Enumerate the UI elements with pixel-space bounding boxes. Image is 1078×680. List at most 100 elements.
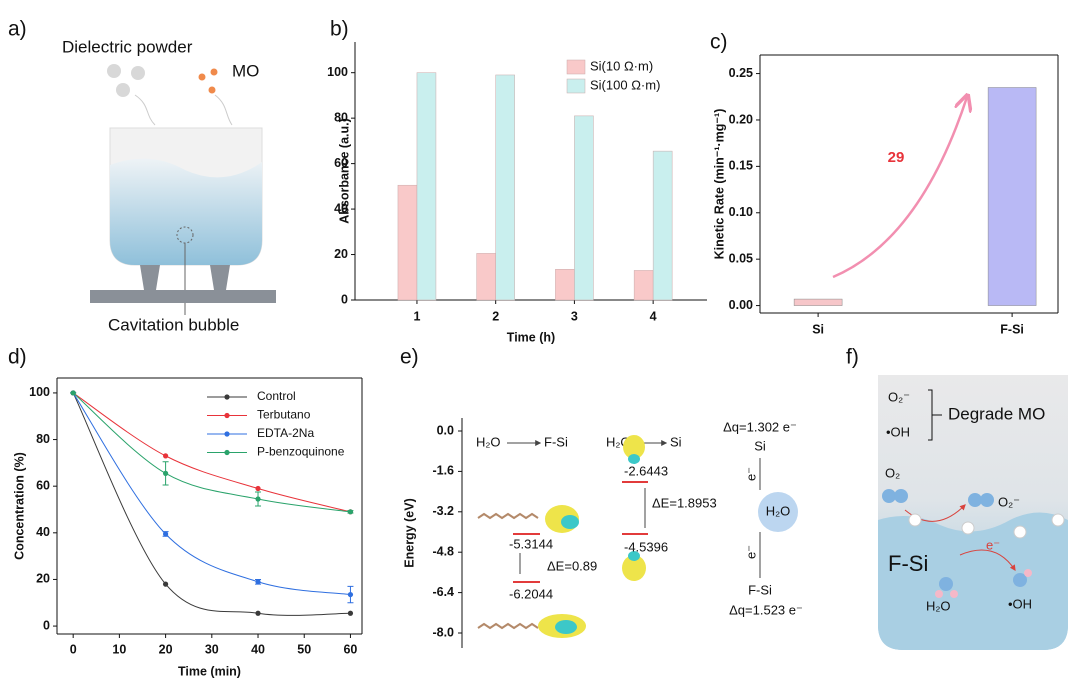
label: O₂⁻ [998,494,1020,509]
y-tick-label: -6.4 [432,585,454,599]
y-tick-label: -1.6 [432,464,454,478]
label: O₂⁻ [888,389,910,404]
base [90,290,276,303]
label: •OH [1008,596,1032,611]
water [110,158,262,265]
bar [476,253,496,301]
stream [214,94,233,126]
legend-marker [224,394,230,400]
x-tick-label: 2 [492,309,499,323]
y-tick-label: 0.05 [729,251,753,265]
molecule [1013,573,1027,587]
bar [793,298,843,306]
x-tick-label: 1 [413,309,420,323]
stream [134,94,156,126]
bar [416,72,437,301]
y-tick-label: -3.2 [432,504,454,518]
legend-label: Si(10 Ω·m) [590,58,653,73]
label: e⁻ [986,537,1000,552]
line [72,392,351,596]
y-tick-label: 60 [36,478,50,492]
panel-label: a) [8,18,27,41]
x-tick-label: 20 [159,642,173,656]
y-tick-label: 80 [334,110,348,124]
marker [255,485,261,492]
surface [878,512,1068,650]
y-axis-label: Absorbance (a.u.) [337,118,351,224]
bar [397,184,418,301]
molecule [980,493,994,507]
arrow [904,504,966,522]
particle [107,64,121,78]
label: F-Si [544,434,568,449]
x-tick-label: 0 [70,642,77,656]
legend-label: Control [257,389,296,403]
orbital [622,555,646,581]
x-axis-label: Time (min) [178,664,241,678]
x-tick-label: 40 [251,642,265,656]
x-tick-label: 50 [297,642,311,656]
particle [198,73,206,81]
y-tick-label: 0.20 [729,112,753,126]
x-tick-label: 3 [571,309,578,323]
label: •OH [886,424,910,439]
y-tick-label: 0 [341,292,348,306]
y-tick-label: 0.15 [729,159,753,173]
y-tick-label: 100 [327,65,348,79]
panel-label: d) [8,346,27,369]
orbital [623,435,645,459]
chart: c) 0.00 0.05 0.10 0.15 0.20 0.25 Kinetic Rate (… [710,31,1059,336]
x-tick-label: 60 [343,642,357,656]
molecule [882,489,896,503]
atom [908,513,922,527]
y-tick-label: 80 [36,432,50,446]
atom [1051,513,1065,527]
line [72,392,351,513]
label: -2.6443 [624,463,668,478]
molecule [758,492,798,532]
trend-arrow [832,97,967,279]
molecule [968,493,982,507]
y-tick-label: 0.0 [437,423,454,437]
y-tick-label: 20 [36,572,50,586]
panel-a: a) Dielectric powder MO Cavitation bubbl… [8,18,276,334]
particle [116,83,130,97]
label: -5.3144 [509,536,553,551]
marker [162,581,169,587]
label: ΔE=0.89 [547,558,597,573]
x-tick-label: F-Si [1000,322,1024,336]
atom [1024,569,1032,577]
panel-label: c) [710,31,728,54]
legend-label: EDTA-2Na [257,426,314,440]
orbital [555,620,577,634]
molecule [894,489,908,503]
y-axis-label: Concentration (%) [12,452,26,560]
panel-f: f) O₂⁻ •OH Degrade MO O₂ O₂⁻ F-Si e⁻ H₂O… [846,346,1068,650]
y-axis-label: Kinetic Rate (min⁻¹·mg⁻¹) [712,109,726,260]
bar [987,87,1037,306]
label: -6.2044 [509,586,553,601]
y-tick-label: 0 [43,618,50,632]
y-tick-label: 0.10 [729,205,753,219]
bar [555,269,575,301]
label: -4.5396 [624,539,668,554]
legend-label: P-benzoquinone [257,445,345,459]
label: Dielectric powder [62,37,193,56]
marker [162,470,169,476]
label: O₂ [885,465,900,480]
x-axis-label: Time (h) [507,330,555,344]
marker [347,610,354,616]
bar [652,150,673,301]
particle [208,86,216,94]
x-tick-label: Si [812,322,824,336]
label: Δq=1.302 e⁻ [723,419,797,434]
line [72,392,351,513]
legend-swatch [566,59,586,75]
legend-swatch [566,78,586,94]
y-tick-label: -8.0 [432,625,454,639]
bar [495,74,515,301]
panel-label: f) [846,346,859,369]
label: Si [670,434,682,449]
marker [255,610,261,616]
